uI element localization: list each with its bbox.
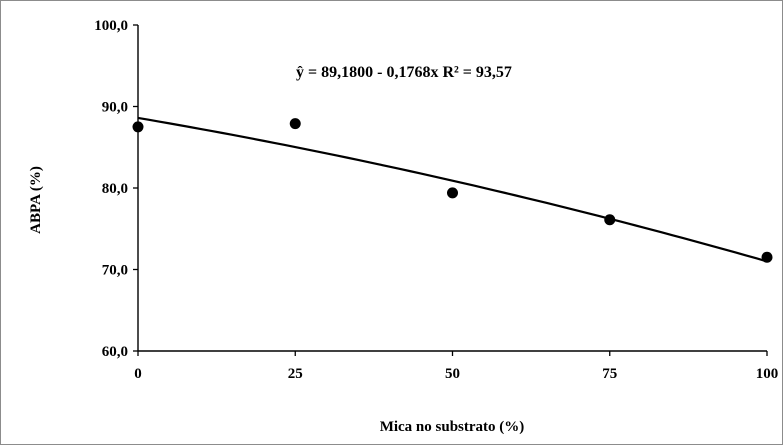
data-point [604,214,616,226]
y-tick-label: 80,0 [102,181,128,197]
x-tick-label: 50 [445,366,460,382]
x-tick-label: 75 [602,366,617,382]
data-point [761,251,773,263]
y-axis-label: ABPA (%) [28,166,44,234]
y-tick-label: 70,0 [102,263,128,279]
y-tick-label: 100,0 [94,18,128,34]
regression-equation: ŷ = 89,1800 - 0,1768x R² = 93,57 [296,64,512,81]
data-point [447,187,458,199]
y-tick-label: 60,0 [102,344,128,360]
y-tick-label: 90,0 [102,100,128,116]
data-point [289,118,301,130]
data-point [132,121,144,133]
x-tick-label: 25 [288,366,303,382]
trend-line [137,116,768,263]
x-tick-label: 0 [134,366,142,382]
x-tick-label: 100 [756,366,779,382]
data-points [132,118,773,263]
x-axis-label: Mica no substrato (%) [380,419,525,435]
x-ticks: 0 25 50 75 100 [134,351,778,382]
y-ticks: 60,0 70,0 80,0 90,0 100,0 [94,18,138,360]
